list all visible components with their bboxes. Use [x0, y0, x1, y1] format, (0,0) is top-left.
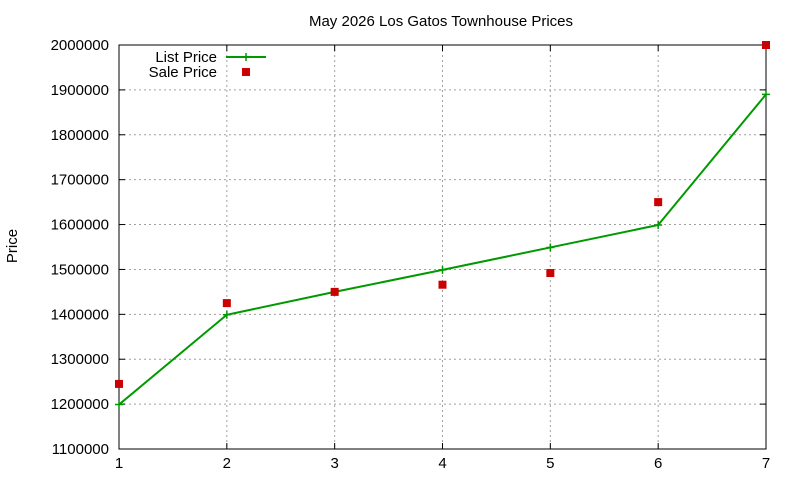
sale-price-point — [330, 287, 339, 296]
sale-price-point — [654, 198, 663, 207]
sale-price-point — [762, 41, 770, 49]
chart-title: May 2026 Los Gatos Townhouse Prices — [309, 13, 573, 30]
list-price-point — [654, 221, 663, 230]
y-axis-label: Price — [4, 229, 21, 263]
x-tick-label: 3 — [330, 455, 338, 472]
sale-price-point — [115, 379, 123, 388]
list-price-point — [222, 310, 231, 319]
sale-price-point — [546, 269, 555, 278]
y-tick-label: 1600000 — [51, 217, 109, 234]
y-tick-label: 1400000 — [51, 306, 109, 323]
y-tick-label: 1300000 — [51, 351, 109, 368]
x-tick-label: 7 — [762, 455, 770, 472]
legend-marker-list-price — [242, 53, 250, 61]
list-price-point — [762, 90, 770, 99]
list-price-point — [546, 243, 555, 252]
list-price-point — [115, 400, 123, 409]
y-tick-label: 1800000 — [51, 127, 109, 144]
y-tick-label: 1500000 — [51, 261, 109, 278]
y-tick-label: 1100000 — [52, 441, 109, 458]
x-tick-label: 6 — [654, 455, 662, 472]
sale-price-point — [222, 299, 231, 308]
sale-price-point — [438, 280, 447, 289]
y-tick-label: 1900000 — [51, 82, 109, 99]
x-tick-label: 4 — [438, 455, 446, 472]
legend-label-sale-price: Sale Price — [149, 64, 217, 81]
legend-marker-sale-price — [242, 68, 250, 76]
y-tick-label: 1700000 — [51, 172, 109, 189]
legend-label-list-price: List Price — [155, 49, 217, 66]
x-tick-label: 1 — [115, 455, 123, 472]
y-tick-label: 2000000 — [51, 37, 109, 54]
list-price-point — [438, 265, 447, 274]
x-tick-label: 5 — [546, 455, 554, 472]
plot-area: 1100000 1200000 1300000 1400000 1500000 16000… — [51, 37, 771, 472]
x-tick-label: 2 — [223, 455, 231, 472]
y-tick-label: 1200000 — [51, 396, 109, 413]
